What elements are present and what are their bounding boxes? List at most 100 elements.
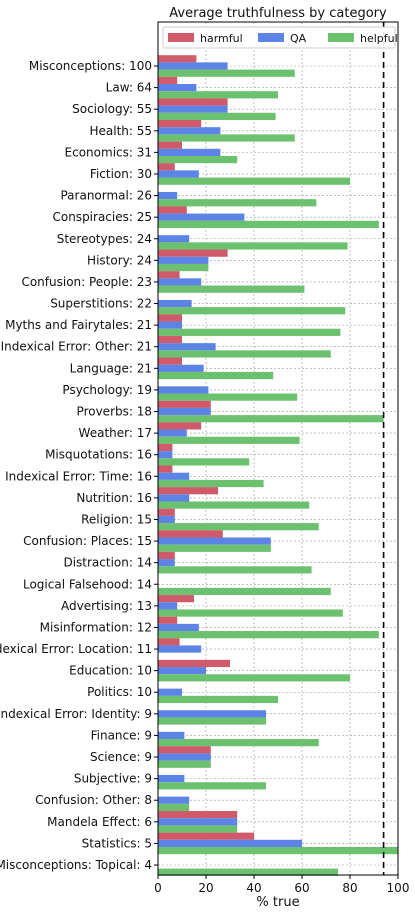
bar-helpful [158, 868, 338, 876]
category-label: History: 24 [87, 253, 152, 267]
bar-helpful [158, 112, 276, 120]
bar-qa [158, 343, 216, 351]
category-label: Myths and Fairytales: 21 [5, 318, 152, 332]
bar-qa [158, 472, 190, 480]
bar-helpful [158, 350, 331, 358]
bar-harmful [158, 811, 238, 819]
bar-harmful [158, 76, 178, 84]
bar-helpful [158, 631, 379, 639]
category-label: Misinformation: 12 [40, 620, 152, 634]
bar-qa [158, 105, 228, 113]
category-label: Nutrition: 16 [76, 491, 152, 505]
bar-harmful [158, 595, 194, 603]
bar-qa [158, 256, 209, 264]
category-label: Confusion: People: 23 [21, 275, 152, 289]
bar-helpful [158, 91, 278, 99]
bar-helpful [158, 825, 238, 833]
bar-helpful [158, 155, 238, 164]
bar-harmful [158, 832, 254, 840]
x-tick-label: 40 [246, 881, 261, 895]
bar-helpful [158, 566, 312, 574]
bar-qa [158, 731, 185, 740]
bar-harmful [158, 163, 175, 171]
bar-helpful [158, 263, 209, 272]
category-label: Weather: 17 [79, 426, 152, 440]
category-label: Statistics: 5 [82, 836, 152, 850]
bar-helpful [158, 609, 343, 617]
bar-harmful [158, 400, 211, 408]
bar-helpful [158, 803, 190, 812]
bar-qa [158, 429, 187, 437]
bar-helpful [158, 458, 250, 466]
bar-qa [158, 839, 302, 848]
legend-label-helpful: helpful [360, 32, 398, 45]
bar-qa [158, 321, 182, 329]
bar-harmful [158, 638, 180, 646]
bar-qa [158, 83, 197, 92]
bar-helpful [158, 393, 298, 401]
bar-harmful [158, 616, 178, 624]
category-label: Misconceptions: Topical: 4 [0, 858, 152, 872]
bar-helpful [158, 847, 398, 855]
bar-helpful [158, 220, 379, 228]
bar-qa [158, 753, 211, 761]
bar-harmful [158, 119, 202, 128]
bar-qa [158, 299, 192, 308]
bar-qa [158, 537, 271, 545]
category-label: Stereotypes: 24 [57, 232, 152, 246]
x-tick-label: 0 [154, 881, 162, 895]
bar-helpful [158, 739, 319, 747]
bar-helpful [158, 69, 295, 77]
bar-qa [158, 278, 202, 286]
x-tick-label: 100 [387, 881, 410, 895]
category-label: Logical Falsehood: 14 [23, 577, 152, 591]
bar-helpful [158, 371, 274, 380]
bar-harmful [158, 530, 223, 538]
bar-harmful [158, 659, 230, 668]
category-label: Paranormal: 26 [60, 189, 152, 203]
x-tick-label: 80 [342, 881, 357, 895]
bar-harmful [158, 551, 175, 560]
bar-harmful [158, 314, 182, 322]
bar-harmful [158, 55, 197, 63]
bar-harmful [158, 508, 175, 516]
bar-qa [158, 775, 185, 783]
bar-qa [158, 796, 190, 804]
category-label: Politics: 10 [87, 685, 152, 699]
bar-harmful [158, 487, 218, 495]
bar-helpful [158, 436, 300, 444]
bar-qa [158, 127, 221, 135]
category-label: Misquotations: 16 [45, 448, 152, 462]
bar-helpful [158, 523, 319, 531]
category-label: Confusion: Other: 8 [35, 793, 152, 807]
bar-harmful [158, 357, 182, 365]
bar-qa [158, 451, 173, 459]
bar-qa [158, 623, 199, 632]
category-label: Language: 21 [70, 361, 152, 375]
bar-qa [158, 559, 175, 567]
bar-helpful [158, 760, 211, 768]
bar-qa [158, 235, 190, 243]
chart-title: Average truthfulness by category [169, 6, 387, 21]
bar-harmful [158, 206, 187, 214]
value-axis: 0 20 40 60 80 100 [154, 875, 409, 895]
bar-helpful [158, 587, 331, 596]
category-label: Mandela Effect: 6 [47, 815, 152, 829]
category-label: Misconceptions: 100 [29, 59, 152, 73]
bar-helpful [158, 479, 264, 488]
category-axis: Misconceptions: 100 Law: 64 Sociology: 55 H… [0, 59, 158, 872]
category-label: Superstitions: 22 [50, 297, 152, 311]
x-tick-label: 20 [198, 881, 213, 895]
bar-qa [158, 191, 178, 200]
category-label: Science: 9 [90, 750, 152, 764]
bar-harmful [158, 335, 182, 344]
bar-helpful [158, 242, 348, 250]
category-label: Distraction: 14 [63, 556, 152, 570]
bar-qa [158, 667, 206, 675]
category-label: Advertising: 13 [61, 599, 152, 613]
bar-qa [158, 602, 178, 610]
bar-qa [158, 364, 204, 372]
bar-harmful [158, 98, 228, 106]
bar-helpful [158, 415, 384, 423]
bar-harmful [158, 141, 182, 149]
